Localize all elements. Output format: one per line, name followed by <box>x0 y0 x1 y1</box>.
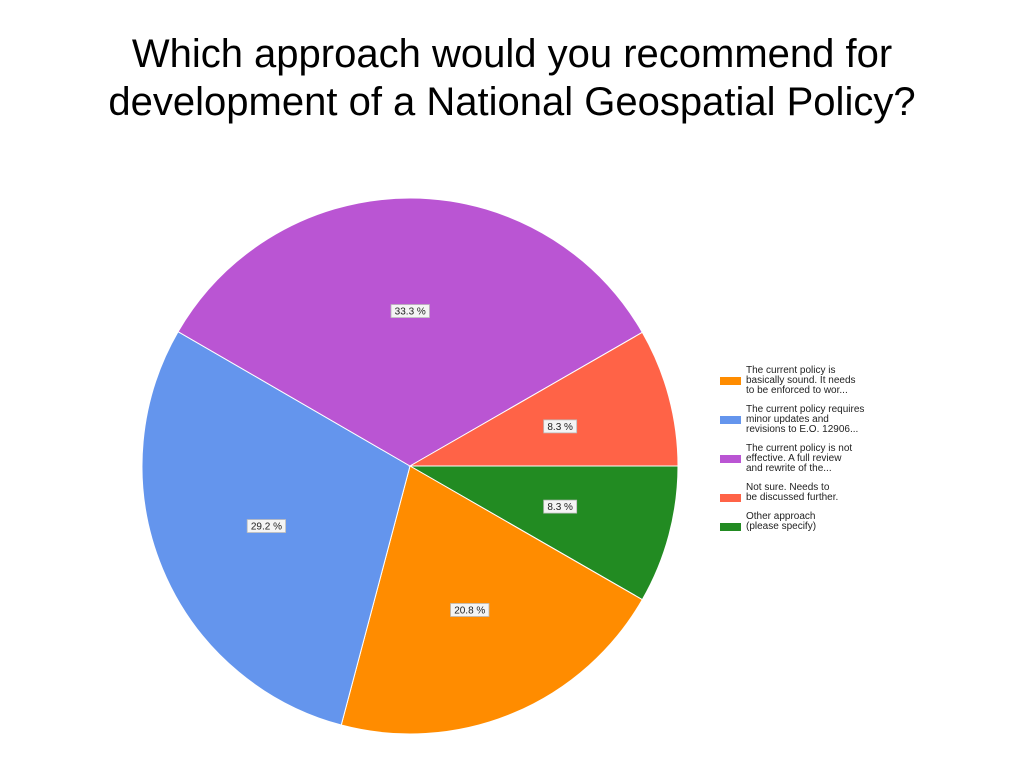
slice-label: 8.3 % <box>543 419 578 434</box>
legend-swatch <box>720 377 741 385</box>
slice-label-box <box>390 304 430 318</box>
legend-item: The current policy is basically sound. I… <box>720 366 890 396</box>
slice-label-text: 33.3 % <box>395 307 426 318</box>
slide-title-line-1: Which approach would you recommend for <box>131 32 893 76</box>
slice-label-box <box>450 603 490 617</box>
slide-title-line-2: development of a National Geospatial Pol… <box>108 80 916 124</box>
slice-label-text: 29.2 % <box>251 522 282 533</box>
legend-swatch <box>720 523 741 531</box>
legend-swatch <box>720 494 741 502</box>
slice-label-text: 8.3 % <box>547 502 573 513</box>
slice-label: 20.8 % <box>450 603 490 617</box>
legend-item: The current policy requires minor update… <box>720 405 890 435</box>
slice-label: 29.2 % <box>246 519 287 533</box>
slice-label-box <box>246 519 287 533</box>
slice-label-box <box>543 499 578 514</box>
pie-slice <box>340 465 643 735</box>
pie-slice <box>408 331 679 467</box>
legend-item: Not sure. Needs to be discussed further. <box>720 483 890 503</box>
legend-swatch <box>720 416 741 424</box>
legend-label: The current policy is not effective. A f… <box>746 443 853 474</box>
slide-title: Which approach would you recommend for d… <box>0 30 1024 126</box>
legend-label: The current policy requires minor update… <box>746 404 865 435</box>
slice-label-text: 8.3 % <box>547 422 573 433</box>
legend-item: The current policy is not effective. A f… <box>720 444 890 474</box>
slice-label-text: 20.8 % <box>454 605 485 616</box>
legend-swatch <box>720 455 741 463</box>
legend-label: Other approach (please specify) <box>746 511 817 532</box>
slice-label-box <box>543 419 578 434</box>
pie-slice <box>408 465 679 601</box>
legend-label: The current policy is basically sound. I… <box>746 365 856 396</box>
slice-label: 33.3 % <box>390 304 430 318</box>
legend-item: Other approach (please specify) <box>720 512 890 532</box>
legend-label: Not sure. Needs to be discussed further. <box>746 482 839 503</box>
slice-label: 8.3 % <box>543 499 578 514</box>
chart-legend: The current policy is basically sound. I… <box>720 366 890 541</box>
